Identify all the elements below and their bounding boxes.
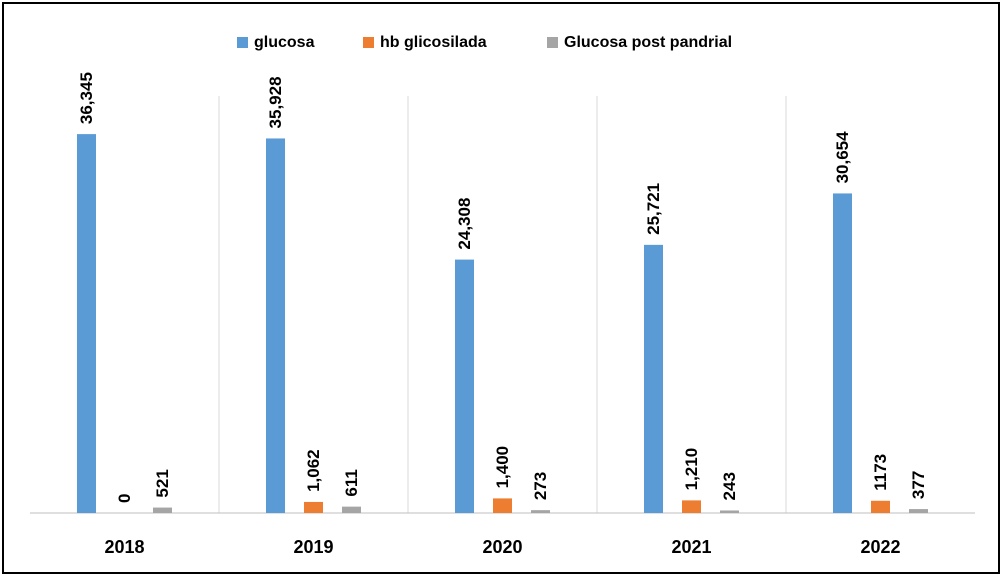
bar (266, 138, 285, 513)
legend-label: hb glicosilada (380, 34, 487, 51)
data-label: 36,345 (77, 72, 96, 124)
legend-swatch (363, 37, 374, 48)
x-tick-label: 2022 (860, 537, 900, 557)
data-label: 1,062 (304, 449, 323, 492)
bar (833, 193, 852, 513)
bar (531, 510, 550, 513)
bar (77, 134, 96, 513)
bar (682, 500, 701, 513)
bar (342, 506, 361, 513)
data-label: 0 (115, 494, 134, 503)
data-label: 25,721 (644, 183, 663, 235)
data-label: 611 (342, 469, 361, 496)
legend-swatch (237, 37, 248, 48)
bar (871, 500, 890, 513)
bar (720, 510, 739, 513)
data-label: 1,210 (682, 448, 701, 491)
data-label: 243 (720, 472, 739, 500)
data-label: 1,400 (493, 446, 512, 489)
bar (493, 498, 512, 513)
bar (455, 259, 474, 513)
data-label: 30,654 (833, 131, 852, 184)
data-label: 35,928 (266, 76, 285, 128)
x-tick-label: 2018 (104, 537, 144, 557)
bar (153, 507, 172, 513)
data-label: 24,308 (455, 198, 474, 250)
bar (304, 501, 323, 513)
data-label: 1173 (871, 454, 890, 491)
x-tick-label: 2019 (293, 537, 333, 557)
data-label: 521 (153, 469, 172, 497)
legend-label: Glucosa post pandrial (564, 34, 732, 51)
data-label: 273 (531, 472, 550, 500)
bar (909, 509, 928, 513)
data-label: 377 (909, 471, 928, 499)
legend-swatch (547, 37, 558, 48)
legend-label: glucosa (254, 34, 315, 51)
x-tick-label: 2020 (482, 537, 522, 557)
x-tick-label: 2021 (671, 537, 711, 557)
bar (644, 244, 663, 513)
